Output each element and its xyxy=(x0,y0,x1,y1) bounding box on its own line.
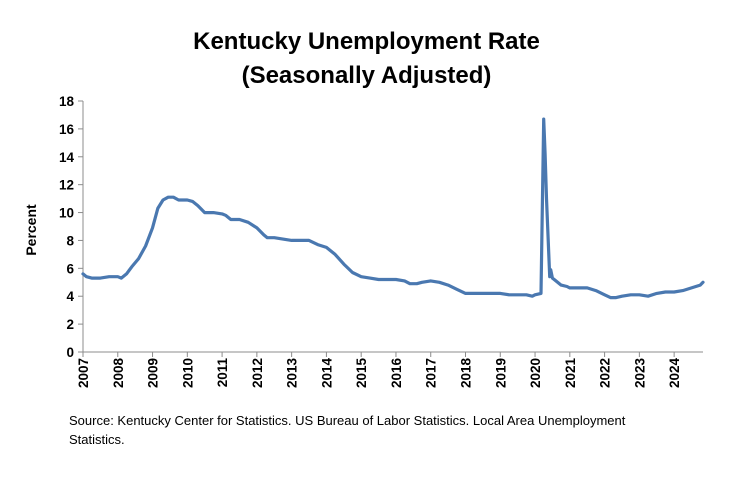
x-tick-label: 2019 xyxy=(493,358,508,388)
x-tick-label: 2023 xyxy=(632,358,647,389)
source-note: Source: Kentucky Center for Statistics. … xyxy=(69,413,626,447)
x-tick-label: 2007 xyxy=(76,358,91,388)
y-tick-label: 6 xyxy=(66,261,74,276)
series-line xyxy=(81,117,705,300)
y-tick-label: 2 xyxy=(66,317,74,332)
x-tick-label: 2021 xyxy=(563,358,578,389)
x-tick-label: 2010 xyxy=(180,358,195,388)
x-tick-label: 2012 xyxy=(250,358,265,388)
y-axis-label: Percent xyxy=(23,204,39,256)
chart-title-line-2: (Seasonally Adjusted) xyxy=(241,62,492,89)
x-tick-label: 2024 xyxy=(667,358,682,389)
y-tick-label: 10 xyxy=(59,206,74,221)
y-tick-label: 0 xyxy=(66,345,74,360)
x-tick-label: 2013 xyxy=(285,358,300,389)
y-tick-label: 8 xyxy=(66,233,74,248)
x-tick-label: 2020 xyxy=(528,358,543,388)
x-tick-label: 2022 xyxy=(598,358,613,388)
x-tick-label: 2015 xyxy=(354,358,369,389)
axes xyxy=(82,101,703,353)
x-tick-label: 2017 xyxy=(424,358,439,388)
x-tick-label: 2008 xyxy=(111,358,126,389)
x-tick-label: 2014 xyxy=(319,358,334,389)
chart-title-line-1: Kentucky Unemployment Rate xyxy=(193,28,540,55)
x-tick-label: 2018 xyxy=(459,358,474,389)
x-axis-ticks: 2007 2008 2009 2010 2011 2012 2013 2014 2015 2016… xyxy=(76,352,682,388)
x-tick-label: 2016 xyxy=(389,358,404,389)
y-tick-label: 16 xyxy=(59,122,75,137)
y-tick-label: 4 xyxy=(66,289,74,304)
series-layer xyxy=(81,117,705,300)
y-axis-ticks: 0 2 4 6 8 10 12 14 16 18 xyxy=(59,94,83,360)
y-tick-label: 12 xyxy=(59,178,74,193)
x-tick-label: 2011 xyxy=(215,358,230,388)
y-tick-label: 18 xyxy=(59,94,75,109)
y-tick-label: 14 xyxy=(59,150,75,165)
x-tick-label: 2009 xyxy=(146,358,161,388)
